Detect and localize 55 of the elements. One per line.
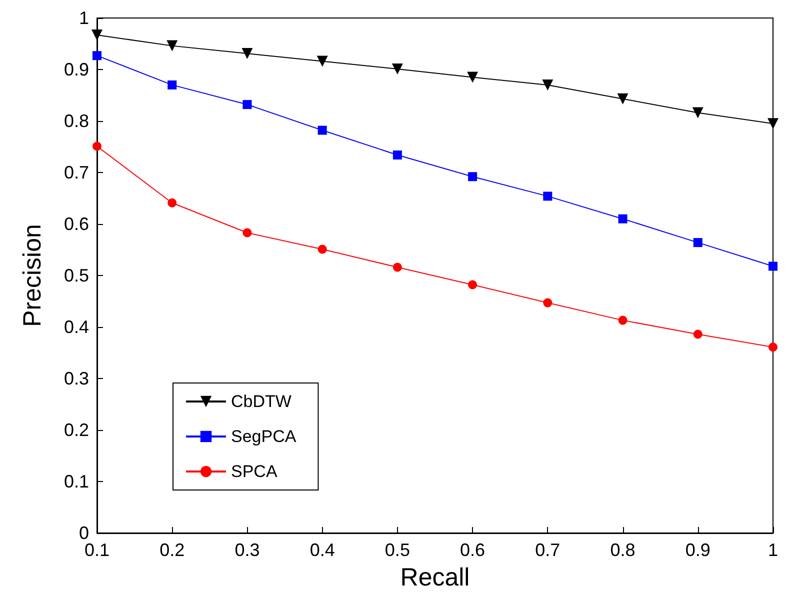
point bbox=[392, 150, 402, 160]
y-tick-label: 0.3 bbox=[64, 368, 89, 388]
point bbox=[318, 244, 327, 254]
point bbox=[543, 298, 552, 308]
point bbox=[242, 100, 252, 110]
point bbox=[768, 262, 778, 271]
legend-label: SPCA bbox=[231, 462, 278, 481]
y-tick-label: 0.7 bbox=[64, 162, 89, 182]
point bbox=[693, 238, 702, 248]
point bbox=[542, 79, 554, 90]
y-tick-label: 0.8 bbox=[64, 111, 89, 131]
point bbox=[768, 342, 778, 352]
point bbox=[693, 330, 702, 339]
y-tick-label: 0.4 bbox=[64, 317, 89, 337]
point bbox=[168, 198, 177, 208]
x-tick-label: 0.7 bbox=[535, 540, 560, 560]
x-tick-label: 1 bbox=[768, 540, 778, 560]
y-tick-label: 1 bbox=[78, 8, 89, 28]
point bbox=[692, 107, 704, 118]
point bbox=[392, 262, 402, 272]
point bbox=[242, 228, 252, 238]
y-tick-label: 0.2 bbox=[64, 420, 89, 440]
point bbox=[92, 142, 102, 151]
x-tick-label: 0.3 bbox=[234, 540, 260, 560]
x-axis-title: Recall bbox=[400, 564, 470, 592]
point bbox=[543, 192, 552, 201]
point bbox=[468, 280, 478, 290]
point bbox=[318, 126, 327, 135]
x-tick-label: 0.8 bbox=[610, 540, 636, 560]
legend-label: CbDTW bbox=[231, 392, 292, 411]
point bbox=[617, 93, 628, 104]
x-tick-label: 0.9 bbox=[685, 540, 710, 560]
point bbox=[316, 56, 328, 67]
point bbox=[767, 118, 778, 130]
x-tick-label: 0.6 bbox=[460, 540, 486, 560]
y-tick-label: 0 bbox=[78, 523, 89, 543]
x-tick-label: 0.4 bbox=[310, 540, 335, 560]
x-tick-label: 0.5 bbox=[384, 540, 410, 560]
point bbox=[242, 48, 253, 60]
point bbox=[618, 316, 628, 325]
point bbox=[392, 63, 403, 74]
point bbox=[92, 29, 102, 40]
y-axis-title: Precision bbox=[18, 224, 46, 327]
x-tick-label: 0.2 bbox=[160, 540, 185, 560]
point bbox=[467, 72, 478, 83]
point bbox=[166, 40, 178, 52]
y-tick-label: 0.1 bbox=[64, 472, 89, 492]
y-tick-label: 0.5 bbox=[64, 266, 89, 286]
point bbox=[618, 214, 628, 224]
y-tick-label: 0.6 bbox=[64, 214, 89, 234]
point bbox=[168, 80, 177, 90]
legend-label: SegPCA bbox=[231, 427, 297, 446]
y-tick-label: 0.9 bbox=[64, 60, 89, 80]
point bbox=[468, 172, 478, 182]
point bbox=[92, 51, 102, 60]
